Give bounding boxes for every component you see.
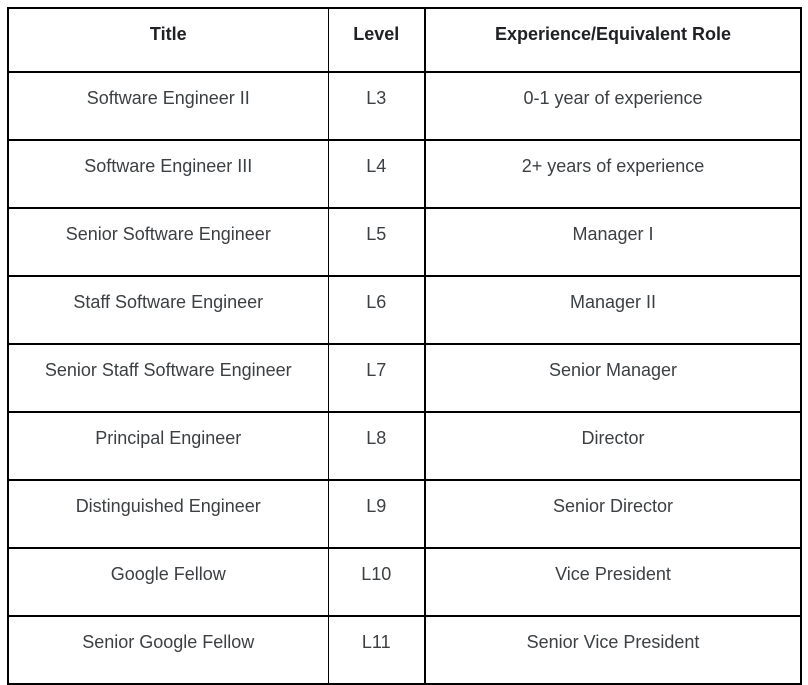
header-cell-title: Title bbox=[7, 7, 329, 73]
cell-title: Principal Engineer bbox=[7, 411, 329, 481]
table-row: Software Engineer II L3 0-1 year of expe… bbox=[7, 71, 802, 141]
cell-title: Senior Google Fellow bbox=[7, 615, 329, 685]
cell-role: Manager I bbox=[424, 207, 802, 277]
levels-table: Title Level Experience/Equivalent Role S… bbox=[7, 7, 802, 685]
cell-role: Manager II bbox=[424, 275, 802, 345]
cell-level: L4 bbox=[327, 139, 426, 209]
cell-level: L10 bbox=[327, 547, 426, 617]
header-row: Title Level Experience/Equivalent Role bbox=[7, 7, 802, 73]
cell-role: Vice President bbox=[424, 547, 802, 617]
cell-title: Software Engineer II bbox=[7, 71, 329, 141]
cell-level: L11 bbox=[327, 615, 426, 685]
cell-title: Software Engineer III bbox=[7, 139, 329, 209]
cell-title: Staff Software Engineer bbox=[7, 275, 329, 345]
cell-level: L5 bbox=[327, 207, 426, 277]
cell-level: L9 bbox=[327, 479, 426, 549]
cell-role: Senior Manager bbox=[424, 343, 802, 413]
cell-level: L3 bbox=[327, 71, 426, 141]
table-row: Google Fellow L10 Vice President bbox=[7, 547, 802, 617]
table-row: Senior Software Engineer L5 Manager I bbox=[7, 207, 802, 277]
cell-role: Senior Vice President bbox=[424, 615, 802, 685]
header-cell-role: Experience/Equivalent Role bbox=[424, 7, 802, 73]
cell-role: Director bbox=[424, 411, 802, 481]
cell-title: Google Fellow bbox=[7, 547, 329, 617]
table-row: Senior Staff Software Engineer L7 Senior… bbox=[7, 343, 802, 413]
cell-role: 0-1 year of experience bbox=[424, 71, 802, 141]
table-row: Distinguished Engineer L9 Senior Directo… bbox=[7, 479, 802, 549]
cell-title: Senior Staff Software Engineer bbox=[7, 343, 329, 413]
cell-title: Distinguished Engineer bbox=[7, 479, 329, 549]
cell-title: Senior Software Engineer bbox=[7, 207, 329, 277]
header-cell-level: Level bbox=[327, 7, 426, 73]
table-row: Principal Engineer L8 Director bbox=[7, 411, 802, 481]
table-row: Staff Software Engineer L6 Manager II bbox=[7, 275, 802, 345]
cell-level: L8 bbox=[327, 411, 426, 481]
cell-level: L6 bbox=[327, 275, 426, 345]
cell-role: 2+ years of experience bbox=[424, 139, 802, 209]
table-row: Software Engineer III L4 2+ years of exp… bbox=[7, 139, 802, 209]
cell-level: L7 bbox=[327, 343, 426, 413]
table-row: Senior Google Fellow L11 Senior Vice Pre… bbox=[7, 615, 802, 685]
cell-role: Senior Director bbox=[424, 479, 802, 549]
